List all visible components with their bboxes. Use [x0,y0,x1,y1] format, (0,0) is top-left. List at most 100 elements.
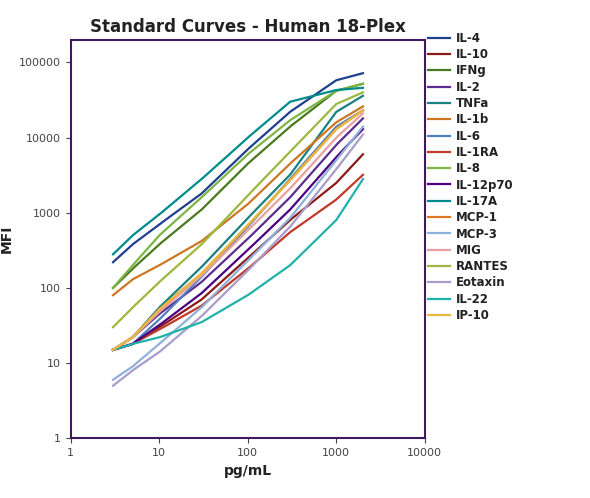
IL-17A [257,124,264,129]
IFNg [257,149,264,155]
IL-2 [257,223,264,229]
Eotaxin [336,162,343,168]
MIG [110,346,117,352]
IL-22 [110,347,117,353]
IL-8 [258,140,266,146]
IL-12p70 [336,151,343,157]
MCP-3 [320,173,327,179]
IL-10 [110,347,117,353]
MIG [258,214,266,220]
Eotaxin [258,253,266,259]
IL-12p70 [257,235,264,241]
IL-4 [359,70,366,76]
IL-1RA [336,194,343,200]
Line: IL-1RA: IL-1RA [113,175,363,350]
IL-1RA [263,250,270,256]
IL-4 [110,258,117,264]
IL-1b [320,130,327,136]
IL-4 [336,76,343,82]
Eotaxin [359,131,366,137]
IL-10 [110,347,117,353]
MCP-1 [320,140,327,146]
RANTES [110,323,117,329]
IL-1RA [258,253,266,259]
IL-10 [336,176,343,182]
IL-6 [320,138,327,144]
IL-8 [257,141,264,147]
IL-1RA [320,206,327,212]
IL-2 [110,347,117,353]
Eotaxin [263,249,270,255]
IL-4 [258,134,266,140]
IL-6 [257,209,264,215]
Line: MIG: MIG [113,114,363,350]
TNFa [258,201,266,207]
IL-6 [110,347,117,353]
Eotaxin [110,382,117,388]
IL-8 [110,284,117,290]
MCP-1 [257,208,264,214]
Line: IL-22: IL-22 [113,179,363,350]
TNFa [336,107,343,113]
IL-17A [359,85,366,91]
IL-6 [336,122,343,127]
MCP-1 [258,208,266,214]
MIG [359,111,366,117]
IP-10 [336,124,343,130]
IL-22 [336,212,343,218]
Y-axis label: MFI: MFI [0,225,14,253]
MCP-1 [359,108,366,114]
RANTES [320,114,327,120]
Line: IL-4: IL-4 [113,73,363,262]
TNFa [263,196,270,202]
IL-10 [257,243,264,249]
Line: IL-2: IL-2 [113,119,363,350]
MCP-3 [257,245,264,250]
IL-4 [263,130,270,136]
TNFa [320,126,327,132]
MIG [320,148,327,154]
IL-10 [263,239,270,245]
IL-2 [336,139,343,145]
IL-6 [359,108,366,114]
MCP-3 [359,124,366,129]
IL-2 [263,218,270,224]
IL-17A [258,123,266,128]
TNFa [257,202,264,208]
Line: IP-10: IP-10 [113,111,363,350]
IFNg [263,145,270,151]
MCP-1 [110,346,117,352]
IL-12p70 [320,168,327,174]
IL-12p70 [110,347,117,353]
Line: IL-6: IL-6 [113,111,363,350]
IP-10 [257,208,264,214]
IL-17A [263,119,270,125]
IL-1b [110,292,117,298]
IL-2 [359,116,366,122]
IL-22 [263,279,270,285]
IL-8 [320,96,327,102]
IL-12p70 [263,230,270,236]
RANTES [110,324,117,330]
Line: MCP-1: MCP-1 [113,111,363,350]
Eotaxin [320,182,327,188]
IL-4 [320,86,327,92]
Eotaxin [110,383,117,389]
RANTES [336,100,343,106]
IL-17A [320,90,327,96]
IL-22 [359,176,366,182]
IL-1b [359,104,366,110]
MCP-1 [110,347,117,353]
MCP-1 [336,124,343,130]
IL-17A [110,250,117,256]
IL-6 [263,203,270,209]
Title: Standard Curves - Human 18-Plex: Standard Curves - Human 18-Plex [90,17,406,35]
IL-8 [336,87,343,93]
MCP-3 [263,240,270,246]
MIG [110,347,117,353]
IL-8 [263,136,270,142]
MCP-3 [336,153,343,159]
IL-2 [110,346,117,352]
MCP-1 [263,203,270,209]
IL-1b [257,189,264,195]
